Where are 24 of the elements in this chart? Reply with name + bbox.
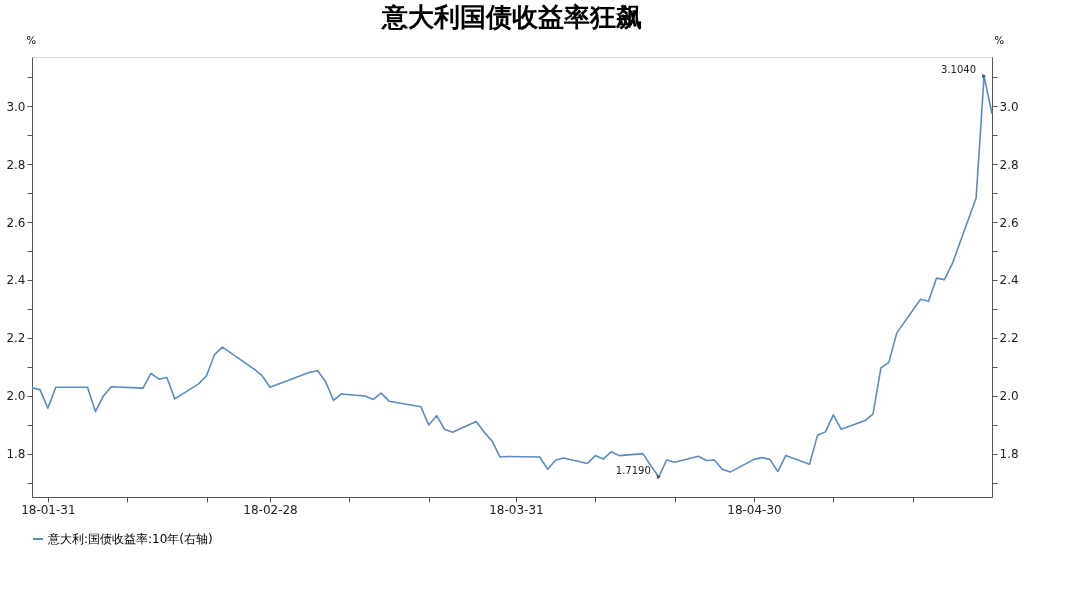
y2-tick-label: 2.8: [999, 157, 1019, 172]
y-tick-label: 2.0: [6, 389, 26, 404]
y2-tick-label: 2.6: [999, 215, 1019, 230]
y2-axis-title: %: [994, 34, 1005, 46]
y2-tick-label: 1.8: [999, 447, 1019, 462]
x-tick-label: 18-01-31: [21, 502, 76, 517]
y-tick-label: 2.4: [6, 273, 26, 288]
annotation: 3.1040: [941, 64, 977, 76]
y2-tick-label: 2.2: [999, 331, 1019, 346]
legend-label: 意大利:国债收益率:10年(右轴): [47, 532, 213, 546]
y-tick-label: 2.6: [6, 215, 26, 230]
x-tick-label: 18-03-31: [489, 502, 544, 517]
x-tick-label: 18-04-30: [727, 502, 782, 517]
x-tick-label: 18-02-28: [243, 502, 298, 517]
y2-tick-label: 2.4: [999, 273, 1019, 288]
y-tick-label: 2.8: [6, 157, 26, 172]
y-tick-label: 3.0: [6, 99, 26, 114]
y2-tick-label: 2.0: [999, 389, 1019, 404]
y-axis-title: %: [26, 34, 37, 46]
chart-title: 意大利国债收益率狂飙: [381, 2, 642, 32]
y2-tick-label: 3.0: [999, 99, 1019, 114]
y-tick-label: 2.2: [6, 331, 26, 346]
y-tick-label: 1.8: [6, 447, 26, 462]
annotation: 1.7190: [615, 465, 651, 477]
